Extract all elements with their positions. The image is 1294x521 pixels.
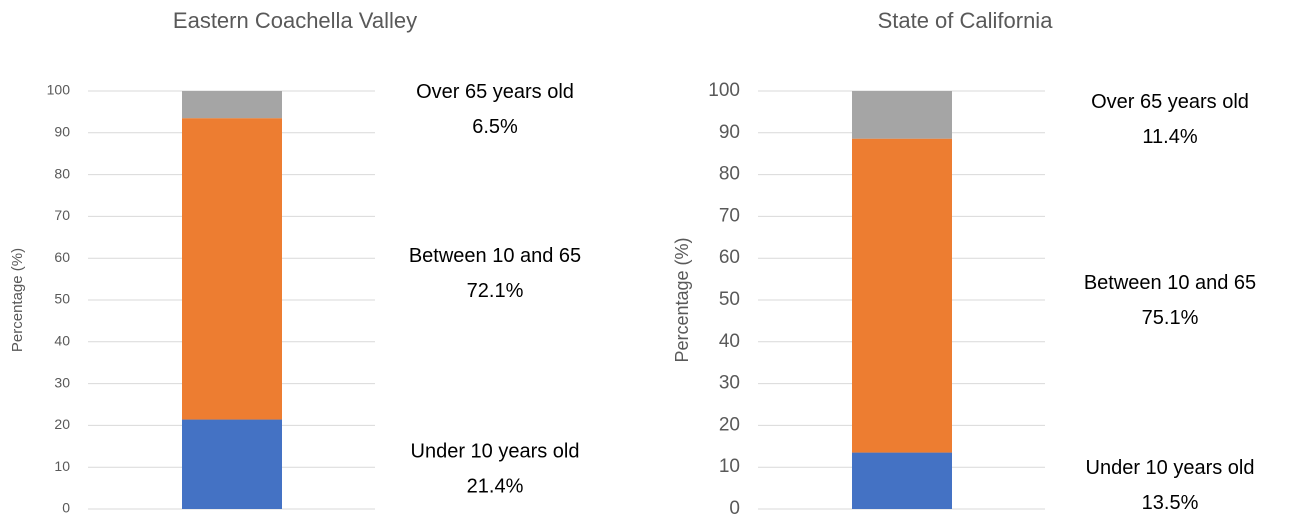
bar-segment [182, 91, 282, 119]
y-tick-label: 0 [729, 498, 740, 519]
bar-segment [852, 91, 952, 139]
y-tick-label: 60 [719, 247, 740, 268]
y-tick-label: 40 [719, 331, 740, 352]
y-tick-label: 20 [54, 416, 70, 432]
chart-title: State of California [878, 8, 1054, 33]
y-tick-label: 70 [54, 207, 70, 223]
y-tick-label: 30 [719, 373, 740, 394]
data-label: 21.4% [467, 476, 524, 498]
segment-name: Under 10 years old [1086, 457, 1255, 479]
segment-name: Over 65 years old [416, 81, 574, 103]
y-tick-label: 80 [719, 164, 740, 185]
data-label: 11.4% [1142, 126, 1197, 148]
y-tick-label: 90 [719, 122, 740, 143]
data-label: 13.5% [1142, 492, 1199, 514]
y-tick-label: 40 [54, 333, 70, 349]
y-axis-label: Percentage (%) [9, 248, 26, 352]
y-tick-label: 30 [54, 374, 70, 390]
bar-segment [182, 419, 282, 509]
y-tick-label: 50 [719, 289, 740, 310]
y-tick-label: 20 [719, 414, 740, 435]
bar-segment [852, 452, 952, 509]
y-tick-label: 10 [54, 458, 70, 474]
y-tick-label: 10 [719, 456, 740, 477]
y-tick-label: 0 [62, 500, 70, 516]
bar-segment [182, 118, 282, 420]
y-tick-label: 100 [47, 82, 71, 98]
data-label: 6.5% [472, 116, 518, 138]
y-tick-label: 100 [708, 80, 740, 101]
y-tick-label: 60 [54, 249, 70, 265]
y-tick-label: 90 [54, 124, 70, 140]
y-tick-label: 70 [719, 205, 740, 226]
segment-name: Over 65 years old [1091, 91, 1249, 113]
chart-title: Eastern Coachella Valley [173, 8, 417, 33]
y-tick-label: 50 [54, 291, 70, 307]
data-label: 72.1% [467, 280, 524, 302]
segment-name: Under 10 years old [411, 441, 580, 463]
y-tick-label: 80 [54, 165, 70, 181]
segment-name: Between 10 and 65 [409, 245, 581, 267]
bar-segment [852, 138, 952, 453]
segment-name: Between 10 and 65 [1084, 272, 1256, 294]
data-label: 75.1% [1142, 307, 1199, 329]
y-axis-label: Percentage (%) [672, 237, 692, 362]
